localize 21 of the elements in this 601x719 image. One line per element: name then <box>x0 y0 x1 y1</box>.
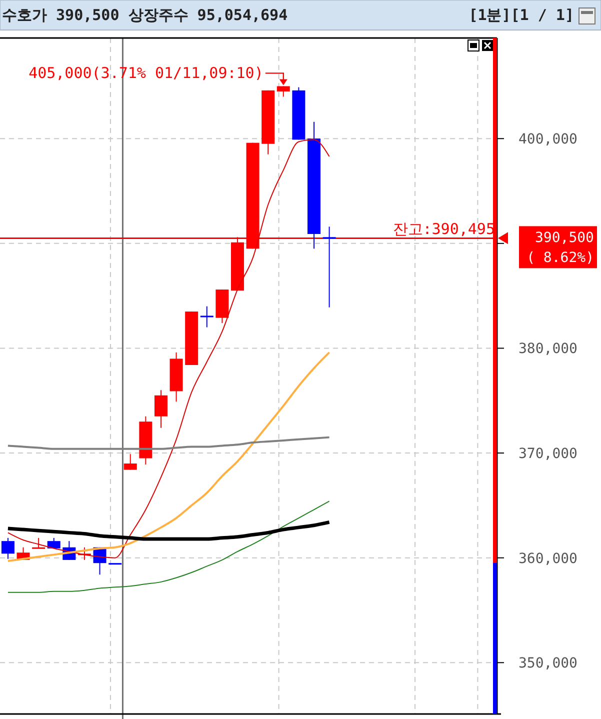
line-series <box>6 436 330 450</box>
text: ( 8.62%) <box>526 250 594 266</box>
chart-title: 수호가 390,500 상장주수 95,054,694 <box>2 6 288 24</box>
candlestick <box>322 226 336 308</box>
y-tick-label: 380,000 <box>518 341 578 358</box>
y-tick-label: 400,000 <box>518 132 578 148</box>
candlestick <box>276 86 290 98</box>
ref-line-label: 잔고:390,495 <box>392 220 495 238</box>
y-tick-label: 360,000 <box>518 550 578 567</box>
candlestick <box>124 454 137 470</box>
text: 390,500 <box>534 230 594 246</box>
text: [1분][1 / 1] <box>468 6 574 24</box>
y-tick-label: 370,000 <box>518 446 578 462</box>
line-series <box>6 520 332 541</box>
y-tick-label: 350,000 <box>518 656 578 672</box>
line-series <box>7 500 330 593</box>
candlestick <box>154 390 168 428</box>
candlestick <box>200 306 214 328</box>
line-series <box>6 351 330 562</box>
candlestick <box>32 537 46 549</box>
candlestick <box>1 537 14 560</box>
